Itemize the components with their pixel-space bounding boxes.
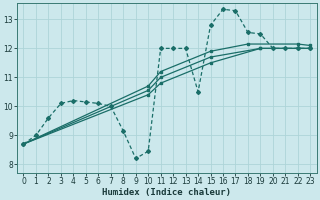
X-axis label: Humidex (Indice chaleur): Humidex (Indice chaleur) <box>102 188 231 197</box>
